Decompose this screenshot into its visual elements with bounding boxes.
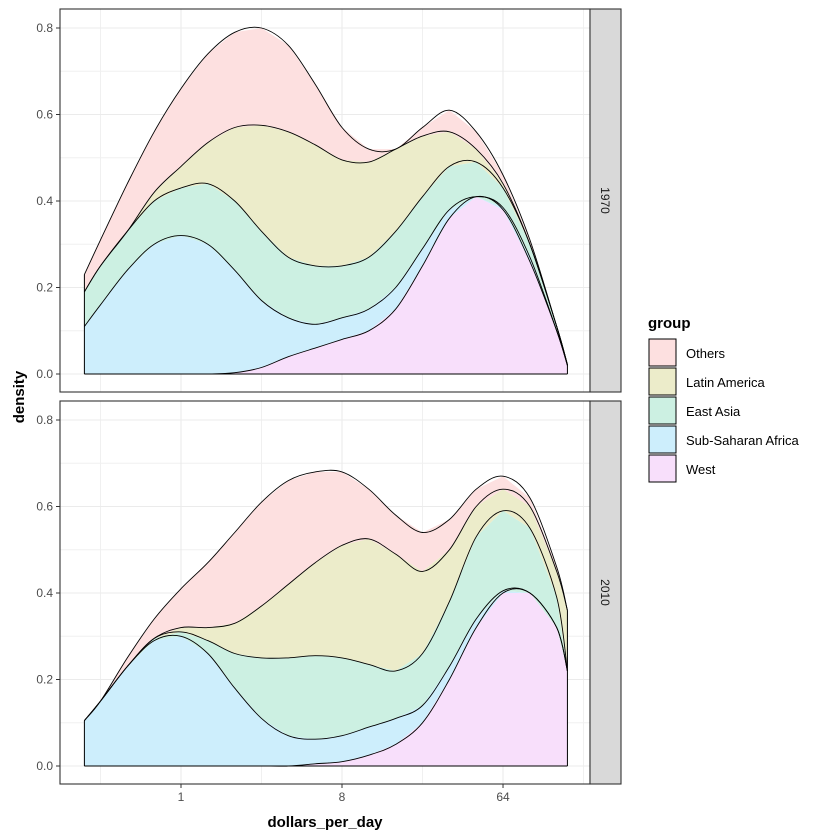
legend-label: Sub-Saharan Africa [686, 433, 800, 448]
area-sub-saharan-africa [84, 590, 568, 766]
legend-item-sub-saharan-africa: Sub-Saharan Africa [648, 425, 800, 454]
facet-strip-label: 1970 [598, 187, 612, 214]
legend-label: Others [686, 346, 726, 361]
y-tick-label: 0.2 [36, 281, 53, 295]
curve-others [84, 469, 568, 721]
legend-swatch [648, 367, 677, 396]
x-tick-label: 8 [339, 790, 346, 804]
curve-latin-america [84, 124, 568, 365]
legend-swatch [648, 338, 677, 367]
curve-east-asia [84, 159, 568, 365]
y-tick-label: 0.6 [36, 108, 53, 122]
curve-latin-america [84, 488, 568, 721]
curve-sub-saharan-africa [84, 587, 568, 740]
legend-item-latin-america: Latin America [648, 367, 766, 396]
y-tick-label: 0.0 [36, 367, 53, 381]
area-others [84, 471, 568, 721]
x-tick-label: 1 [178, 790, 185, 804]
y-axis-title: density [11, 370, 28, 423]
curve-sub-saharan-africa [84, 196, 568, 366]
y-tick-label: 0.8 [36, 21, 53, 35]
area-west [84, 196, 568, 374]
y-tick-label: 0.4 [36, 194, 53, 208]
y-tick-label: 0.0 [36, 759, 53, 773]
legend-swatch [648, 396, 677, 425]
legend-swatch [648, 454, 677, 483]
facet-panels: 1970 0.0 0.2 0.4 0.6 0.8 2010 0.0 0.2 0.4 0.6 0.8 1 8… [36, 8, 622, 804]
legend-label: East Asia [686, 404, 741, 419]
facet-strip [589, 400, 622, 785]
legend-item-west: West [648, 454, 716, 483]
legend-title: group [648, 315, 691, 332]
y-tick-label: 0.2 [36, 673, 53, 687]
area-latin-america [84, 489, 568, 721]
facet-panel-2010: 2010 0.0 0.2 0.4 0.6 0.8 [36, 400, 622, 785]
area-others [84, 28, 568, 365]
curve-others [83, 26, 568, 365]
x-tick-label: 64 [496, 790, 510, 804]
area-east-asia [84, 510, 568, 740]
area-west [84, 593, 568, 766]
legend-swatch [648, 425, 677, 454]
x-axis-title: dollars_per_day [267, 814, 383, 831]
y-tick-label: 0.6 [36, 500, 53, 514]
legend-item-others: Others [648, 338, 726, 367]
legend: group Others Latin America East Asia Sub-Sa… [648, 315, 800, 483]
y-tick-label: 0.4 [36, 586, 53, 600]
y-tick-label: 0.8 [36, 413, 53, 427]
facet-strip-label: 2010 [598, 579, 612, 606]
area-latin-america [84, 125, 568, 365]
legend-label: West [686, 462, 716, 477]
facet-panel-1970: 1970 0.0 0.2 0.4 0.6 0.8 [36, 8, 622, 393]
legend-label: Latin America [686, 375, 766, 390]
facet-strip [589, 8, 622, 393]
legend-item-east-asia: East Asia [648, 396, 741, 425]
area-sub-saharan-africa [84, 196, 568, 374]
